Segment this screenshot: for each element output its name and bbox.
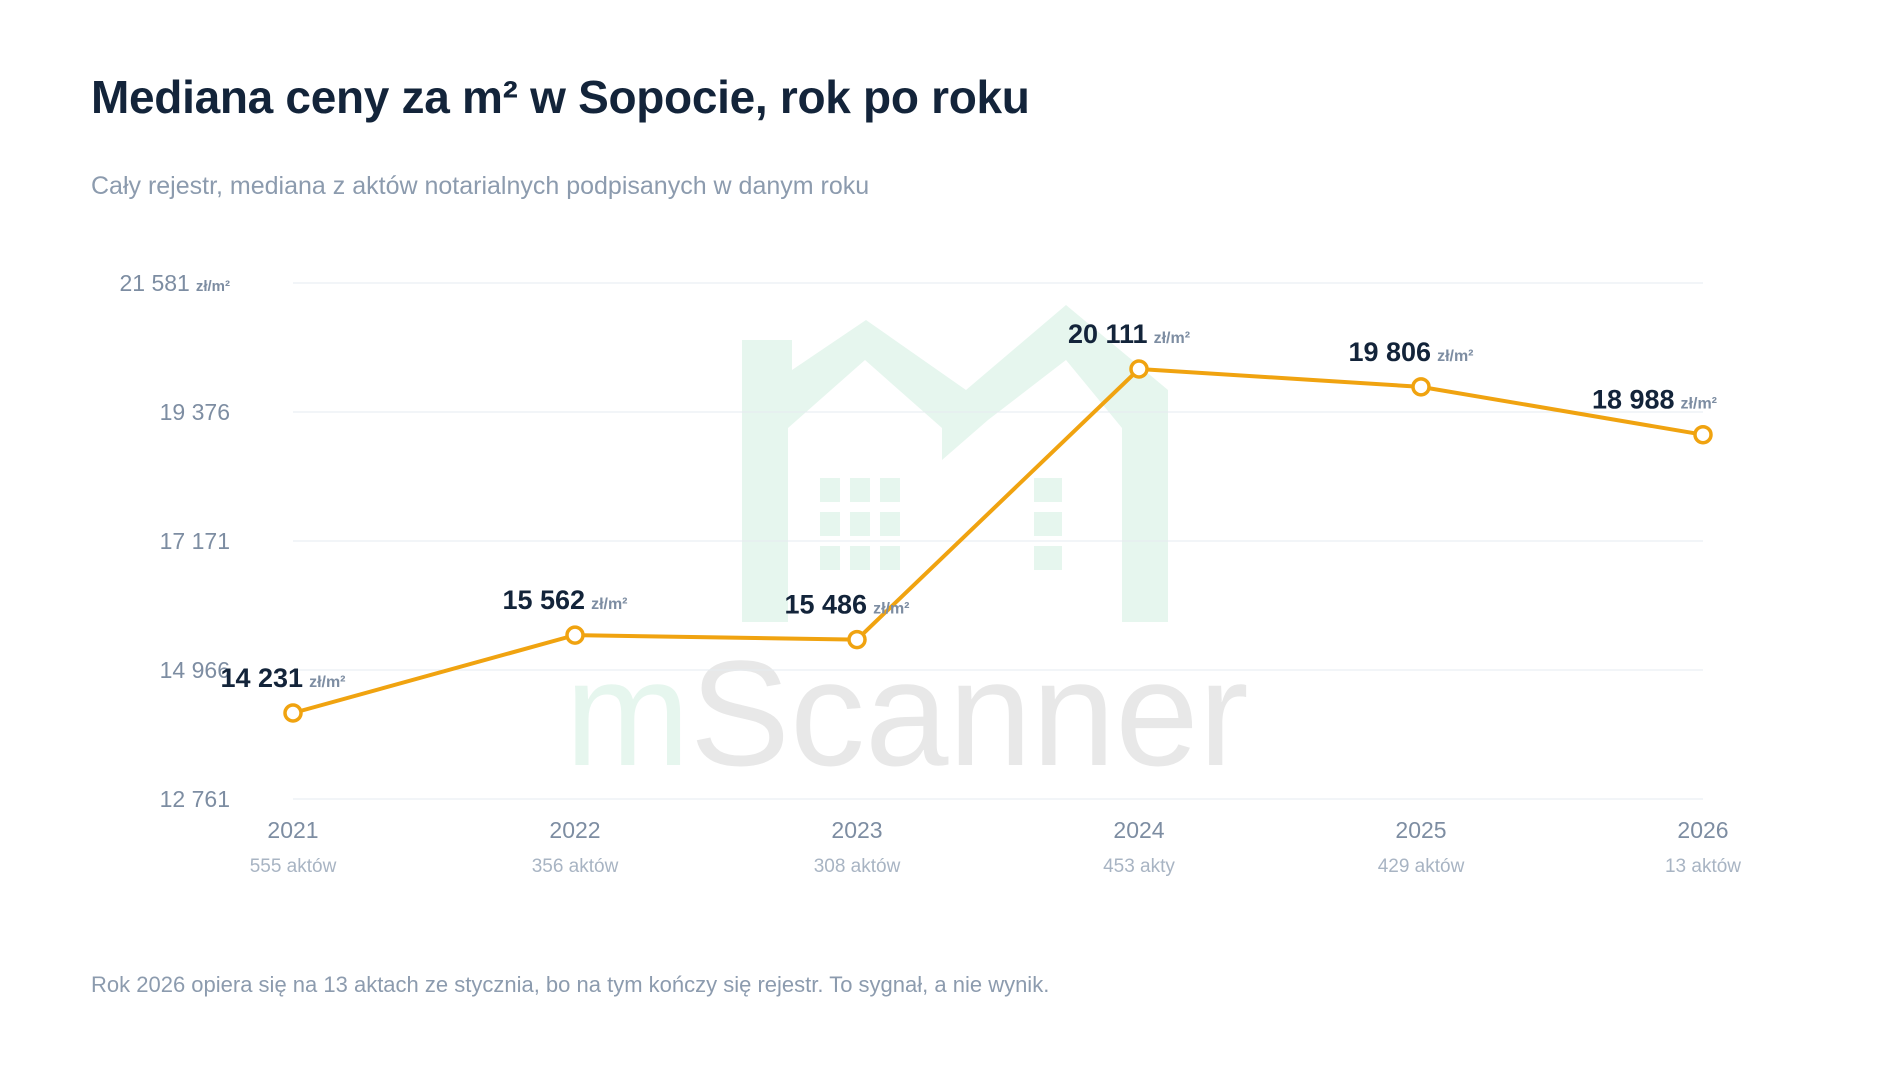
- x-tick-label: 2025: [1395, 817, 1446, 843]
- data-label-unit: zł/m²: [309, 674, 345, 691]
- data-label-value: 20 111: [1068, 319, 1148, 349]
- chart-title: Mediana ceny za m² w Sopocie, rok po rok…: [91, 71, 1030, 123]
- x-tick-sublabel: 429 aktów: [1378, 856, 1465, 877]
- data-label-unit: zł/m²: [1681, 396, 1717, 413]
- grid-lines: [293, 282, 1703, 800]
- data-label: 15 562 zł/m²: [502, 585, 627, 615]
- house-logo-icon: [742, 305, 1168, 622]
- x-axis: 2021 555 aktów 2022 356 aktów 2023 308 aktów 2…: [250, 817, 1742, 877]
- data-label-unit: zł/m²: [591, 596, 627, 613]
- y-axis: 12 761 14 966 17 171 19 376 21 581 zł/m²: [119, 270, 230, 812]
- data-label: 20 111 zł/m²: [1068, 319, 1190, 349]
- data-point: [283, 703, 303, 723]
- watermark-text-m: m: [565, 629, 690, 797]
- data-label: 19 806 zł/m²: [1348, 337, 1473, 367]
- y-tick-value: 17 171: [160, 528, 230, 554]
- chart-subtitle: Cały rejestr, mediana z aktów notarialny…: [91, 172, 870, 200]
- data-label: 15 486 zł/m²: [784, 590, 909, 620]
- series-line: [283, 359, 1713, 723]
- y-tick-label: 21 581 zł/m²: [119, 270, 230, 296]
- data-label: 18 988 zł/m²: [1592, 385, 1717, 415]
- y-tick-label: 17 171: [160, 528, 230, 554]
- chart-footnote: Rok 2026 opiera się na 13 aktach ze styc…: [91, 972, 1050, 997]
- watermark: mScanner: [565, 305, 1249, 797]
- x-tick-label: 2022: [549, 817, 600, 843]
- x-tick-sublabel: 356 aktów: [532, 856, 619, 877]
- y-tick-value: 21 581: [119, 270, 189, 296]
- data-label-unit: zł/m²: [1437, 348, 1473, 365]
- data-label-value: 15 486: [784, 590, 867, 620]
- y-tick-value: 19 376: [160, 399, 230, 425]
- y-tick-value: 14 966: [160, 657, 230, 683]
- x-tick-label: 2024: [1113, 817, 1164, 843]
- y-tick-value: 12 761: [160, 786, 230, 812]
- x-tick-label: 2023: [831, 817, 882, 843]
- data-label: 14 231 zł/m²: [220, 663, 345, 693]
- data-point: [565, 625, 585, 645]
- data-point: [1693, 424, 1713, 445]
- data-label-value: 14 231: [220, 663, 303, 693]
- data-label-unit: zł/m²: [1154, 330, 1190, 347]
- y-tick-label: 12 761: [160, 786, 230, 812]
- data-point: [847, 629, 867, 650]
- data-label-value: 18 988: [1592, 385, 1675, 415]
- x-tick-label: 2026: [1677, 817, 1728, 843]
- data-label-value: 15 562: [502, 585, 585, 615]
- data-labels: 14 231 zł/m² 15 562 zł/m² 15 486 zł/m² 20 111 z…: [220, 319, 1717, 693]
- data-point: [1411, 377, 1431, 397]
- x-tick-label: 2021: [267, 817, 318, 843]
- x-tick-sublabel: 555 aktów: [250, 856, 337, 877]
- data-label-value: 19 806: [1348, 337, 1431, 367]
- x-tick-sublabel: 308 aktów: [814, 856, 901, 877]
- y-tick-unit: zł/m²: [196, 278, 230, 295]
- watermark-text: mScanner: [565, 629, 1249, 797]
- x-tick-sublabel: 453 akty: [1103, 856, 1175, 877]
- data-point: [1129, 359, 1149, 379]
- watermark-text-rest: Scanner: [690, 629, 1249, 797]
- series-path: [291, 367, 1705, 715]
- y-tick-label: 14 966: [160, 657, 230, 683]
- data-label-unit: zł/m²: [873, 601, 909, 618]
- x-tick-sublabel: 13 aktów: [1665, 856, 1741, 877]
- y-tick-label: 19 376: [160, 399, 230, 425]
